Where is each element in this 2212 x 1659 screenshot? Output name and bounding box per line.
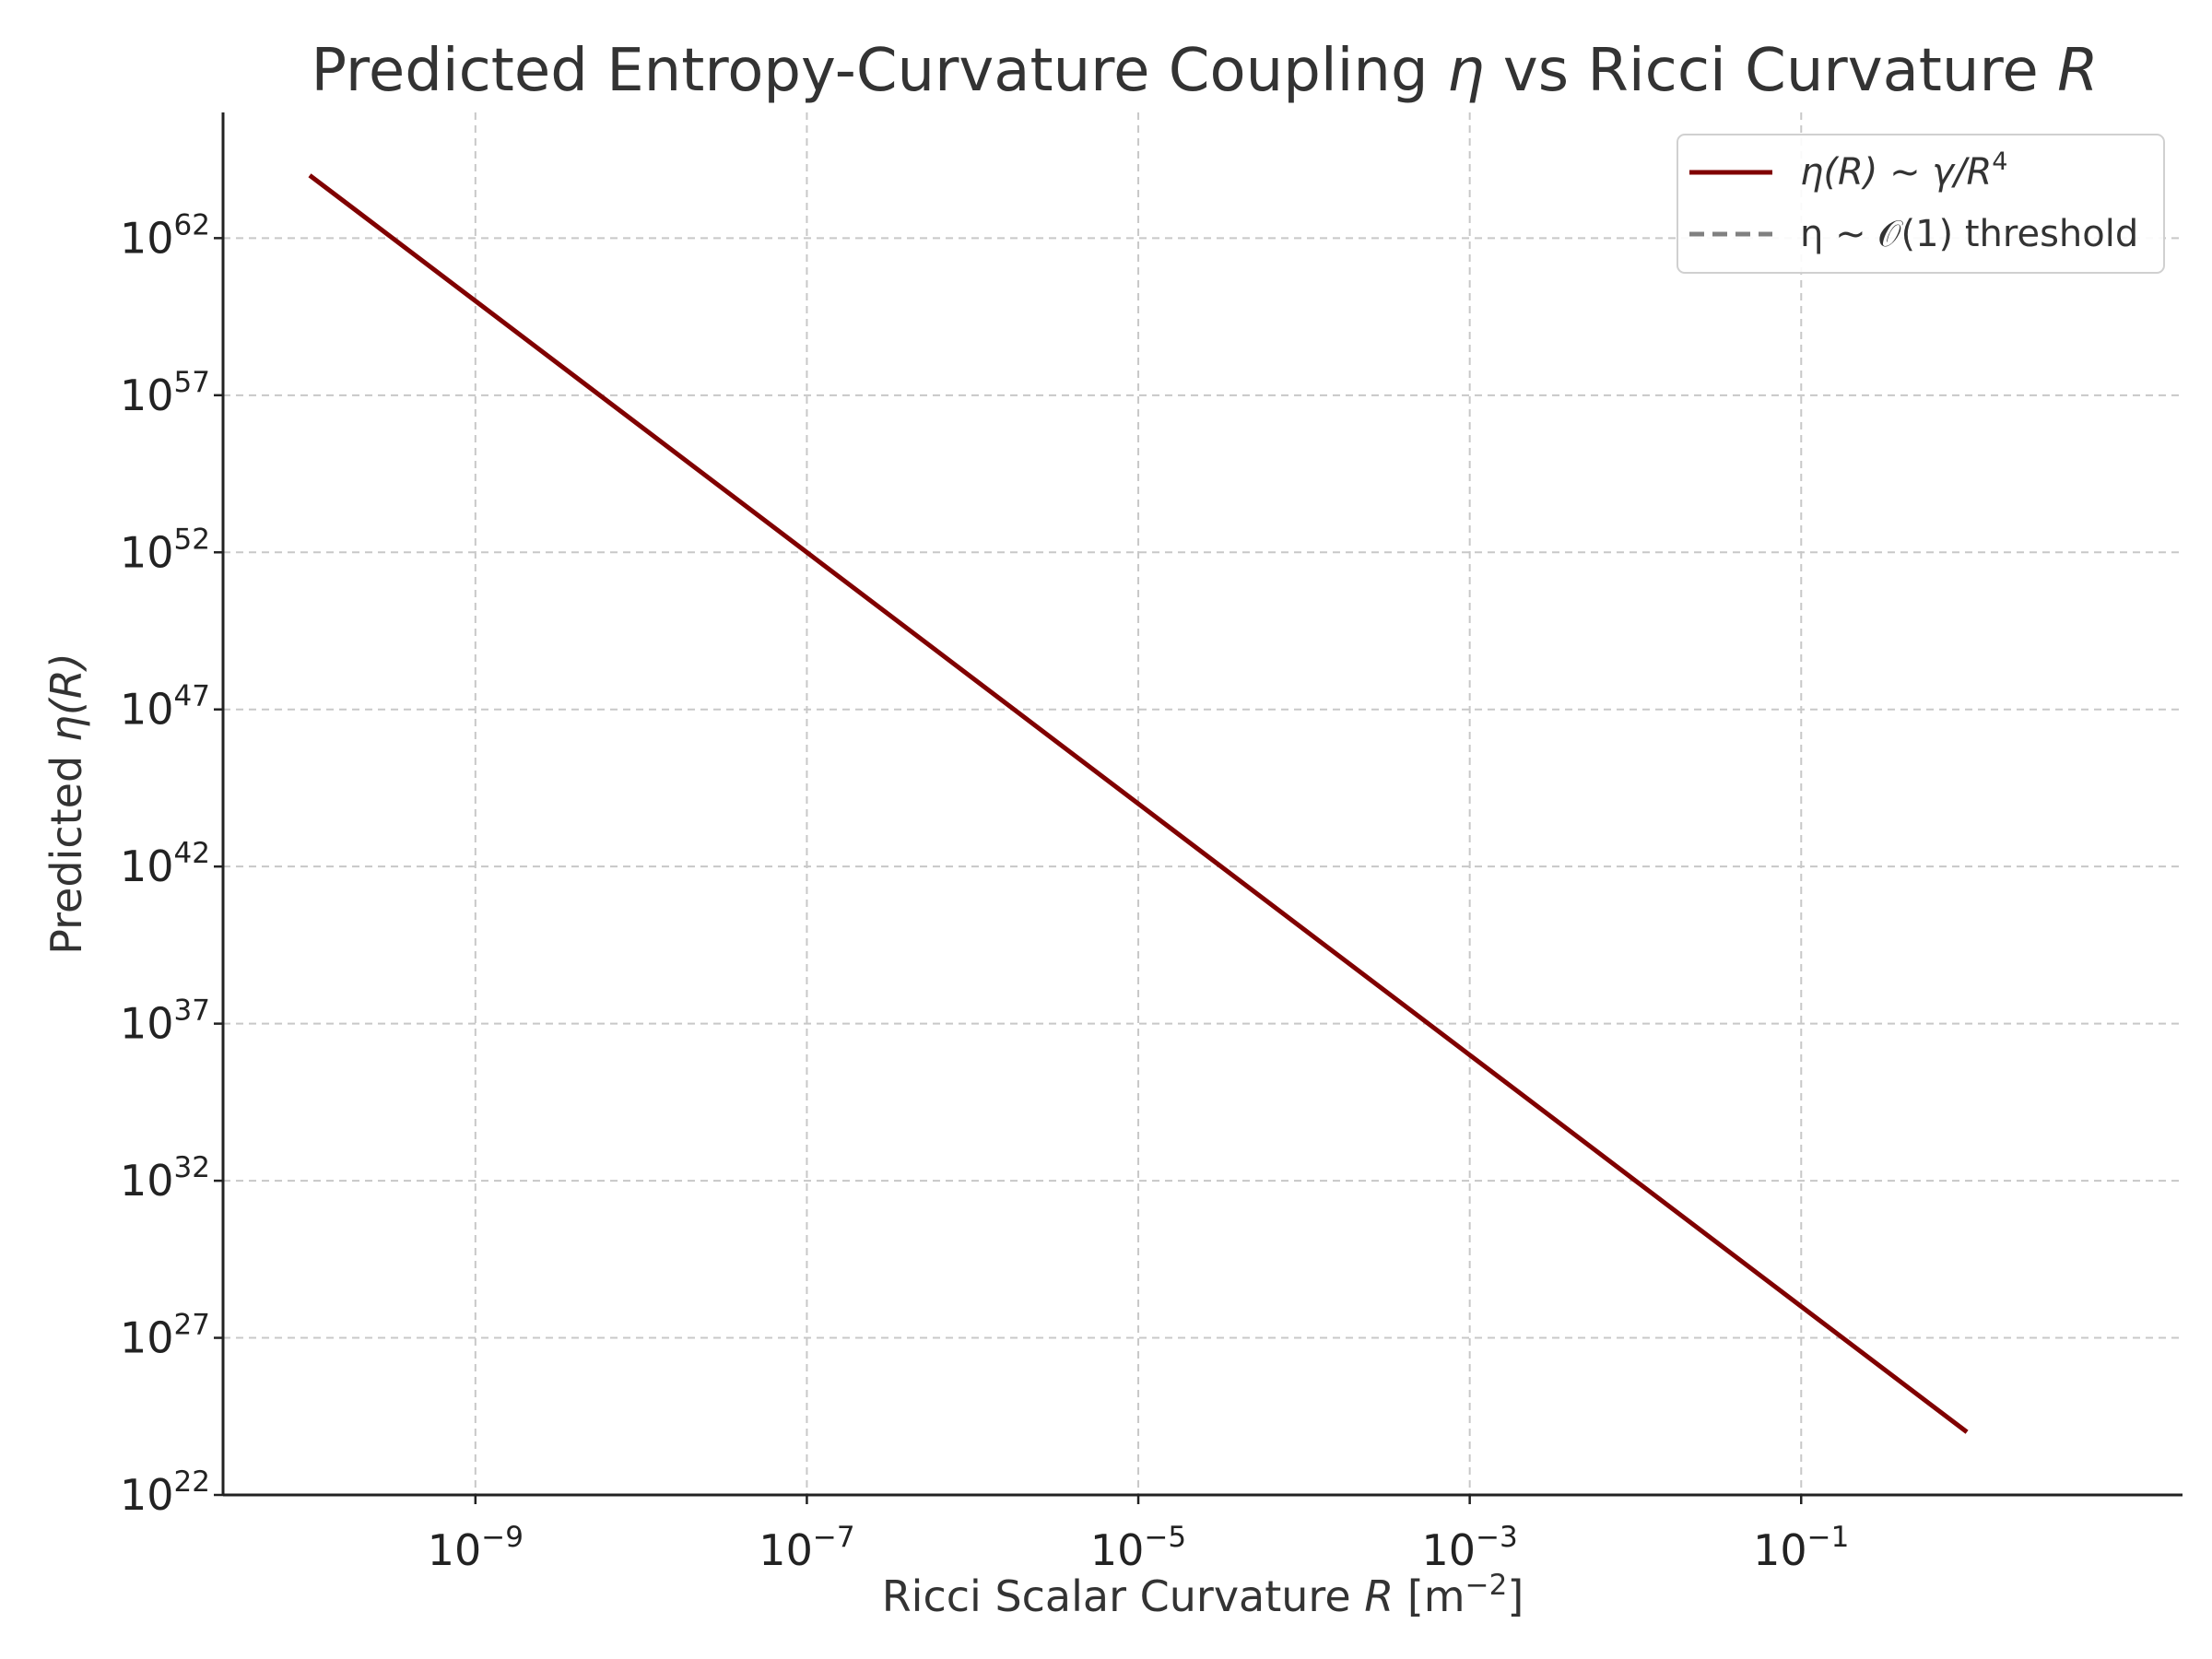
x-tick-label: 10−9: [428, 1521, 524, 1575]
y-tick-label: 1037: [120, 994, 210, 1049]
legend-frame: [1677, 134, 2165, 274]
y-tick-label: 1027: [120, 1309, 210, 1363]
legend-label-threshold: η ~ 𝒪(1) threshold: [1800, 213, 2138, 255]
legend: η(R) ~ γ/R4 η ~ 𝒪(1) threshold: [1677, 134, 2165, 274]
y-tick-label: 1047: [120, 680, 210, 735]
x-tick-label: 10−3: [1422, 1521, 1518, 1575]
grid-lines: [223, 112, 2183, 1495]
chart-title: Predicted Entropy-Curvature Coupling η v…: [311, 37, 2098, 105]
x-tick-label: 10−1: [1753, 1521, 1849, 1575]
x-axis-ticks: 10−9 10−7 10−5 10−3 10−1: [428, 1495, 1849, 1575]
y-tick-label: 1032: [120, 1151, 210, 1206]
y-tick-label: 1022: [120, 1465, 210, 1520]
x-tick-label: 10−7: [759, 1521, 854, 1575]
series-layer: [308, 173, 1969, 1434]
legend-label-curve: η(R) ~ γ/R4: [1800, 147, 2007, 194]
y-tick-label: 1057: [120, 366, 210, 420]
x-axis-label: Ricci Scalar Curvature R [m−2]: [882, 1569, 1524, 1621]
y-tick-label: 1052: [120, 523, 210, 577]
y-tick-label: 1062: [120, 208, 210, 263]
series-line: [308, 173, 1969, 1434]
y-tick-label: 1042: [120, 837, 210, 891]
y-axis-label: Predicted η(R): [41, 653, 91, 955]
y-axis-ticks: 1022 1027 1032 1037 1042 1047 1052 1057 1062: [120, 208, 223, 1520]
x-tick-label: 10−5: [1090, 1521, 1186, 1575]
